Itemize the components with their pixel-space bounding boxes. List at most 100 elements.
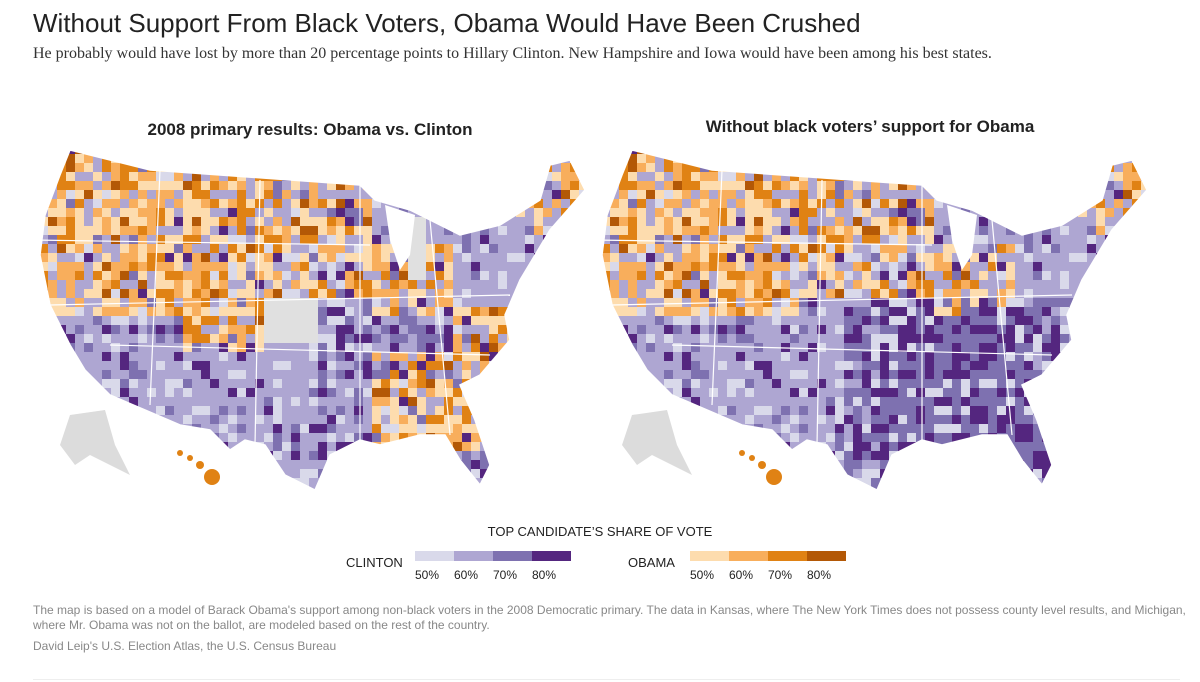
county xyxy=(1069,172,1078,181)
county xyxy=(264,379,273,388)
county xyxy=(174,397,183,406)
county xyxy=(1141,325,1147,334)
county xyxy=(970,469,979,478)
county xyxy=(602,487,610,490)
county xyxy=(952,469,961,478)
county xyxy=(480,298,489,307)
county xyxy=(1150,442,1152,451)
county xyxy=(844,433,853,442)
county xyxy=(655,217,664,226)
county xyxy=(754,154,763,163)
county xyxy=(1060,163,1069,172)
county xyxy=(246,424,255,433)
county xyxy=(610,469,619,478)
county xyxy=(979,154,988,163)
county xyxy=(1141,150,1147,154)
county xyxy=(646,199,655,208)
county xyxy=(844,298,853,307)
county xyxy=(345,289,354,298)
county xyxy=(435,172,444,181)
county xyxy=(435,442,444,451)
county xyxy=(781,361,790,370)
county xyxy=(628,352,637,361)
county xyxy=(1123,262,1132,271)
county xyxy=(691,235,700,244)
county xyxy=(691,388,700,397)
county xyxy=(84,262,93,271)
county xyxy=(1141,199,1147,208)
county xyxy=(426,154,435,163)
county xyxy=(1123,235,1132,244)
county xyxy=(435,244,444,253)
county xyxy=(210,253,219,262)
county xyxy=(40,325,48,334)
county xyxy=(1150,334,1152,343)
county xyxy=(363,172,372,181)
county xyxy=(925,289,934,298)
county xyxy=(30,217,39,226)
county xyxy=(1078,150,1087,154)
county xyxy=(1015,406,1024,415)
county xyxy=(961,343,970,352)
county xyxy=(916,343,925,352)
county xyxy=(727,199,736,208)
county xyxy=(1015,190,1024,199)
county xyxy=(57,343,66,352)
county xyxy=(516,406,525,415)
county xyxy=(727,316,736,325)
county xyxy=(961,298,970,307)
county xyxy=(291,343,300,352)
county xyxy=(480,334,489,343)
county xyxy=(799,199,808,208)
county xyxy=(655,253,664,262)
county xyxy=(354,487,363,490)
county xyxy=(552,469,561,478)
county xyxy=(471,388,480,397)
county xyxy=(745,289,754,298)
county xyxy=(444,460,453,469)
county xyxy=(871,397,880,406)
county xyxy=(862,316,871,325)
county xyxy=(444,289,453,298)
county xyxy=(970,307,979,316)
county xyxy=(453,469,462,478)
county xyxy=(898,150,907,154)
county xyxy=(1069,415,1078,424)
county xyxy=(835,244,844,253)
county xyxy=(979,451,988,460)
county xyxy=(943,361,952,370)
county xyxy=(228,190,237,199)
county xyxy=(961,352,970,361)
county xyxy=(264,150,273,154)
county xyxy=(943,163,952,172)
county xyxy=(970,235,979,244)
county xyxy=(381,406,390,415)
county xyxy=(183,442,192,451)
county xyxy=(610,325,619,334)
county xyxy=(844,271,853,280)
county xyxy=(480,244,489,253)
county xyxy=(408,406,417,415)
county xyxy=(552,262,561,271)
county xyxy=(174,172,183,181)
county xyxy=(66,253,75,262)
county xyxy=(664,361,673,370)
county xyxy=(790,150,799,154)
county xyxy=(237,262,246,271)
county xyxy=(700,424,709,433)
county xyxy=(1123,379,1132,388)
county xyxy=(952,487,961,490)
county xyxy=(889,397,898,406)
county xyxy=(619,199,628,208)
county xyxy=(781,451,790,460)
county xyxy=(1006,172,1015,181)
county xyxy=(781,325,790,334)
county xyxy=(772,150,781,154)
alaska xyxy=(60,410,130,475)
county xyxy=(844,235,853,244)
county xyxy=(943,307,952,316)
county xyxy=(291,424,300,433)
county xyxy=(1015,388,1024,397)
county xyxy=(327,217,336,226)
county xyxy=(40,370,48,379)
